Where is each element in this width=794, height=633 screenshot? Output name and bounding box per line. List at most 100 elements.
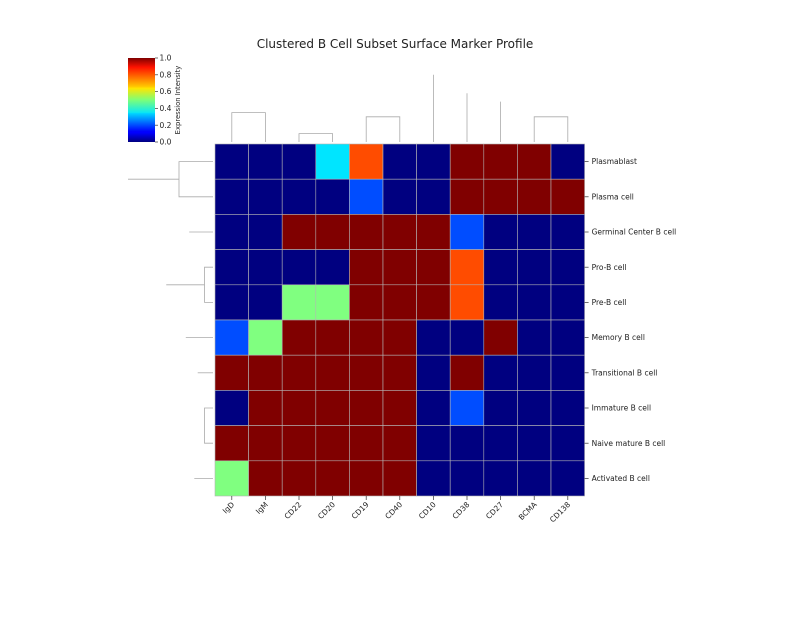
heatmap-cell [382, 178, 417, 215]
heatmap-cell [248, 354, 283, 391]
heatmap-cell [315, 390, 350, 426]
heatmap-cell [382, 354, 417, 391]
heatmap-cell [248, 284, 283, 321]
heatmap-cell [315, 425, 350, 462]
heatmap-cell [382, 214, 417, 250]
dendrogram-link [231, 112, 266, 142]
dendrogram-link [533, 116, 569, 142]
heatmap-cell [416, 460, 451, 497]
colorbar-tick-label: 0.6 [160, 87, 172, 96]
heatmap-cell [550, 143, 585, 180]
colorbar-label: Expression Intensity [174, 66, 182, 135]
row-label: Plasma cell [592, 192, 634, 201]
heatmap-cell [550, 425, 585, 462]
heatmap-cell [214, 319, 249, 356]
heatmap-cell [281, 460, 317, 497]
heatmap-cell [517, 425, 552, 462]
row-label: Activated B cell [592, 474, 650, 483]
colorbar-tick-label: 0.8 [160, 70, 172, 79]
heatmap-cell [550, 390, 585, 426]
heatmap-cell [349, 284, 384, 321]
heatmap-cell [382, 143, 417, 180]
heatmap-cell [281, 284, 317, 321]
heatmap-cell [449, 460, 485, 497]
heatmap-cell [315, 319, 350, 356]
heatmap-cell [382, 425, 417, 462]
heatmap-cell [517, 143, 552, 180]
colorbar-tick-label: 1.0 [160, 54, 172, 63]
heatmap-cell [248, 214, 283, 250]
heatmap-cell [349, 143, 384, 180]
heatmap-cell [483, 178, 518, 215]
colorbar-tick-label: 0.2 [160, 121, 172, 130]
heatmap-cell [416, 390, 451, 426]
heatmap-cell [248, 319, 283, 356]
column-label: BCMA [517, 499, 539, 521]
heatmap-cell [214, 214, 249, 250]
heatmap-cell [483, 143, 518, 180]
heatmap-cell [214, 460, 249, 497]
heatmap-cell [281, 143, 317, 180]
dendrogram-link [365, 116, 401, 142]
heatmap-cell [416, 178, 451, 215]
heatmap-cell [248, 460, 283, 497]
heatmap-cell [315, 460, 350, 497]
heatmap-cell [315, 143, 350, 180]
heatmap-cell [382, 390, 417, 426]
heatmap-cell [449, 178, 485, 215]
heatmap-cell [214, 284, 249, 321]
heatmap-cell [483, 249, 518, 286]
column-label: CD38 [451, 500, 472, 521]
row-labels: Plasmablast Plasma cell Germinal Center B … [584, 157, 676, 483]
column-label: CD40 [383, 500, 404, 521]
heatmap-cell [315, 249, 350, 286]
heatmap-cell [248, 390, 283, 426]
heatmap-cell [550, 460, 585, 497]
heatmap-cell [449, 425, 485, 462]
heatmap-cell [349, 460, 384, 497]
colorbar-ticks: 0.0 0.2 0.4 0.6 0.8 1.0 [155, 54, 172, 147]
heatmap-cell [550, 214, 585, 250]
colorbar-tick-label: 0.0 [160, 138, 172, 147]
heatmap-cell [248, 425, 283, 462]
heatmap-cell [382, 460, 417, 497]
heatmap-cell [483, 390, 518, 426]
heatmap-cells [214, 143, 585, 497]
column-label: CD10 [417, 500, 438, 521]
dendrogram-link [204, 266, 213, 303]
heatmap-cell [416, 143, 451, 180]
heatmap-cell [483, 319, 518, 356]
row-label: Naive mature B cell [592, 439, 666, 448]
row-label: Pre-B cell [592, 298, 627, 307]
chart-title: Clustered B Cell Subset Surface Marker P… [257, 37, 534, 51]
heatmap-cell [517, 284, 552, 321]
heatmap-cell [517, 319, 552, 356]
heatmap-cell [550, 249, 585, 286]
heatmap-cell [315, 214, 350, 250]
heatmap-cell [315, 284, 350, 321]
heatmap-cell [517, 249, 552, 286]
heatmap-cell [449, 354, 485, 391]
heatmap-cell [214, 354, 249, 391]
heatmap-cell [248, 249, 283, 286]
heatmap-cell [483, 354, 518, 391]
heatmap-cell [349, 425, 384, 462]
heatmap-cell [214, 249, 249, 286]
heatmap-cell [449, 319, 485, 356]
heatmap-cell [517, 354, 552, 391]
heatmap-cell [281, 319, 317, 356]
heatmap-cell [349, 354, 384, 391]
heatmap-cell [517, 178, 552, 215]
column-label: CD138 [548, 500, 572, 524]
heatmap-cell [248, 178, 283, 215]
heatmap-cell [483, 460, 518, 497]
heatmap-cell [449, 143, 485, 180]
column-label: CD27 [484, 500, 505, 521]
row-label: Plasmablast [592, 157, 637, 166]
heatmap-cell [449, 249, 485, 286]
heatmap-cell [315, 178, 350, 215]
heatmap-cell [449, 390, 485, 426]
heatmap-cell [517, 460, 552, 497]
heatmap-cell [214, 425, 249, 462]
